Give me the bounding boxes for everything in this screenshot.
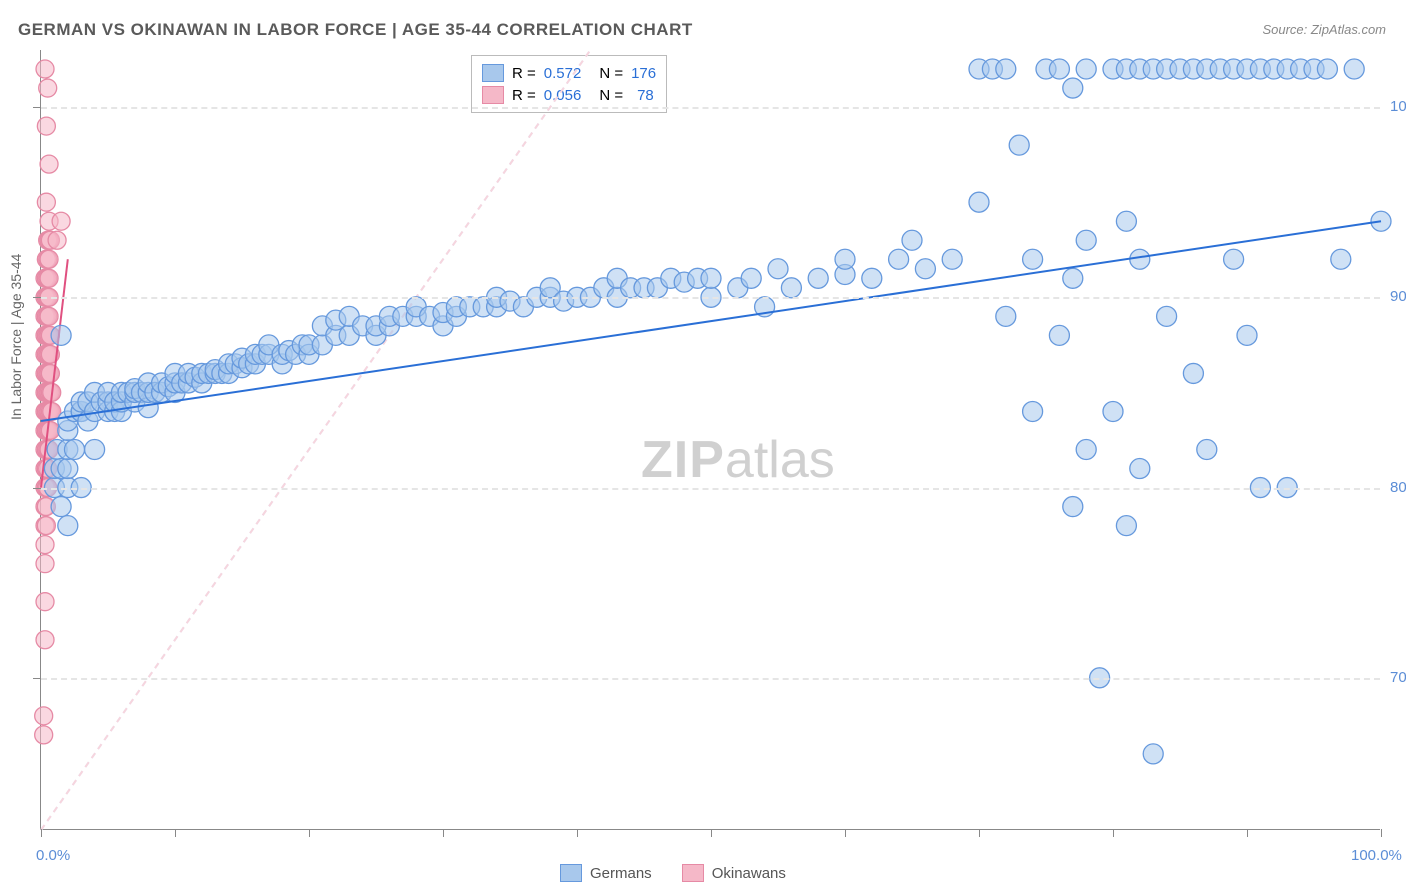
legend-item-germans: Germans bbox=[560, 864, 652, 882]
y-tick-label: 80.0% bbox=[1390, 479, 1406, 496]
legend-item-okinawans: Okinawans bbox=[682, 864, 786, 882]
chart-container: GERMAN VS OKINAWAN IN LABOR FORCE | AGE … bbox=[0, 0, 1406, 892]
plot-area: ZIPatlas R = 0.572 N = 176 R = 0.056 N =… bbox=[40, 50, 1380, 830]
x-tick bbox=[711, 829, 712, 837]
x-tick-label: 0.0% bbox=[36, 847, 70, 864]
y-tick bbox=[33, 297, 41, 298]
y-tick bbox=[33, 488, 41, 489]
x-tick bbox=[845, 829, 846, 837]
x-tick bbox=[41, 829, 42, 837]
x-tick bbox=[1113, 829, 1114, 837]
x-tick bbox=[443, 829, 444, 837]
legend-label-germans: Germans bbox=[590, 865, 652, 882]
legend-label-okinawans: Okinawans bbox=[712, 865, 786, 882]
y-tick bbox=[33, 107, 41, 108]
gridline bbox=[41, 488, 1380, 490]
scatter-svg bbox=[41, 50, 1380, 829]
x-tick bbox=[1381, 829, 1382, 837]
x-tick bbox=[577, 829, 578, 837]
y-tick-label: 90.0% bbox=[1390, 288, 1406, 305]
x-tick bbox=[175, 829, 176, 837]
y-tick-label: 100.0% bbox=[1390, 98, 1406, 115]
x-tick-label: 100.0% bbox=[1351, 847, 1402, 864]
x-tick bbox=[1247, 829, 1248, 837]
x-tick bbox=[309, 829, 310, 837]
gridline bbox=[41, 297, 1380, 299]
gridline bbox=[41, 107, 1380, 109]
y-tick-label: 70.0% bbox=[1390, 669, 1406, 686]
swatch-okinawans-icon bbox=[682, 864, 704, 882]
y-axis-label: In Labor Force | Age 35-44 bbox=[8, 254, 24, 420]
y-tick bbox=[33, 678, 41, 679]
swatch-germans-icon bbox=[560, 864, 582, 882]
gridline bbox=[41, 678, 1380, 680]
chart-title: GERMAN VS OKINAWAN IN LABOR FORCE | AGE … bbox=[18, 20, 693, 40]
series-legend: Germans Okinawans bbox=[560, 864, 786, 882]
source-label: Source: ZipAtlas.com bbox=[1262, 22, 1386, 37]
x-tick bbox=[979, 829, 980, 837]
